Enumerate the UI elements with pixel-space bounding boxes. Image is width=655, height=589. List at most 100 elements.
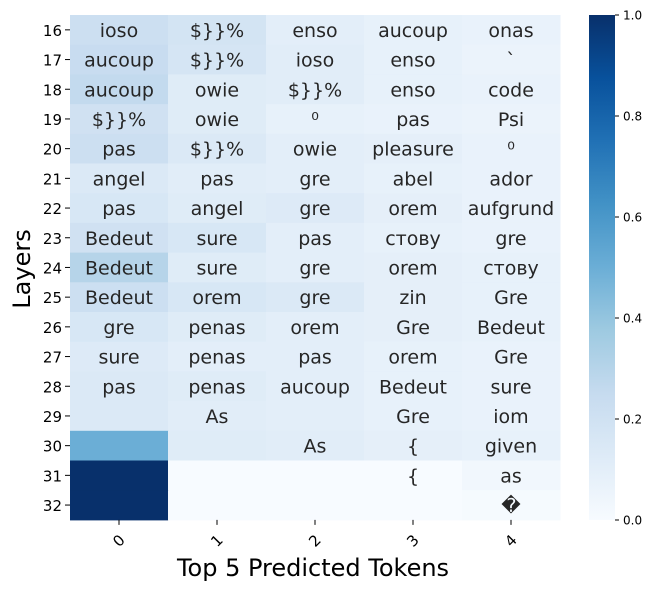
cell-token-label: zin bbox=[399, 287, 426, 309]
heatmap-cell bbox=[266, 44, 365, 75]
cell-token-label: gre bbox=[299, 198, 330, 220]
cell-token-label: Bedeut bbox=[85, 228, 153, 250]
heatmap-cell bbox=[266, 163, 365, 194]
y-tick-label: 24 bbox=[43, 259, 62, 277]
heatmap-cell-labels: ioso $}}% enso aucoup onas aucoup $}}% ioso enso… bbox=[84, 20, 554, 517]
heatmap-cell bbox=[168, 163, 267, 194]
cell-token-label: angel bbox=[93, 168, 146, 190]
heatmap-cell bbox=[266, 282, 365, 313]
heatmap-cell bbox=[364, 193, 463, 224]
heatmap-cell bbox=[266, 252, 365, 283]
cell-token-label: orem bbox=[388, 257, 437, 279]
cell-token-label: стову bbox=[483, 257, 539, 279]
heatmap-cell bbox=[462, 460, 561, 491]
heatmap-cell bbox=[462, 163, 561, 194]
heatmap-cell bbox=[462, 193, 561, 224]
heatmap-cell bbox=[266, 312, 365, 343]
cell-token-label: gre bbox=[495, 228, 526, 250]
y-tick-label: 28 bbox=[43, 378, 62, 396]
cell-token-label: � bbox=[501, 494, 521, 517]
cell-token-label: Psi bbox=[498, 109, 524, 131]
heatmap-cell bbox=[266, 15, 365, 46]
cell-token-label: Bedeut bbox=[85, 257, 153, 279]
y-tick-label: 18 bbox=[43, 81, 62, 99]
cell-token-label: Gre bbox=[396, 317, 430, 339]
cell-token-label: angel bbox=[191, 198, 244, 220]
x-tick-label: 0 bbox=[109, 531, 128, 550]
heatmap-cell bbox=[364, 74, 463, 105]
cell-token-label: code bbox=[488, 79, 534, 101]
heatmap-cell bbox=[462, 15, 561, 46]
cell-token-label: As bbox=[304, 436, 327, 458]
heatmap-cell bbox=[364, 341, 463, 372]
heatmap-cell bbox=[168, 222, 267, 254]
x-tick-label: 4 bbox=[501, 531, 520, 550]
heatmap-cell bbox=[266, 104, 365, 135]
y-tick-label: 23 bbox=[43, 230, 62, 248]
cell-token-label: pleasure bbox=[372, 139, 454, 161]
cell-token-label: $}}% bbox=[92, 109, 146, 131]
cell-token-label: aucoup bbox=[84, 79, 154, 101]
cell-token-label: enso bbox=[390, 50, 435, 72]
heatmap-cell bbox=[266, 222, 365, 254]
colorbar-tick-label: 0.4 bbox=[623, 312, 642, 326]
heatmap-cell bbox=[364, 44, 463, 75]
x-tick-label: 1 bbox=[207, 531, 226, 550]
heatmap-cell bbox=[70, 44, 169, 75]
heatmap-cell bbox=[266, 430, 365, 461]
heatmap-cell bbox=[168, 133, 267, 164]
y-tick-label: 17 bbox=[43, 52, 62, 70]
heatmap-cell bbox=[364, 312, 463, 343]
heatmap-cell bbox=[70, 133, 169, 164]
cell-token-label: Gre bbox=[494, 347, 528, 369]
y-tick-label: 19 bbox=[43, 111, 62, 129]
heatmap-cell bbox=[70, 460, 169, 491]
heatmap-cell bbox=[70, 15, 169, 46]
cell-token-label: pas bbox=[298, 228, 332, 250]
cell-token-label: gre bbox=[299, 257, 330, 279]
heatmap-cell bbox=[364, 15, 463, 46]
cell-token-label: owie bbox=[293, 139, 337, 161]
heatmap-cell bbox=[70, 222, 169, 254]
cell-token-label: orem bbox=[388, 198, 437, 220]
heatmap-cell bbox=[266, 371, 365, 402]
cell-token-label: abel bbox=[393, 168, 434, 190]
heatmap-cell bbox=[266, 341, 365, 372]
cell-token-label: enso bbox=[390, 79, 435, 101]
heatmap-cell bbox=[364, 430, 463, 461]
heatmap-cell bbox=[364, 163, 463, 194]
heatmap-cell bbox=[462, 222, 561, 254]
cell-token-label: { bbox=[407, 436, 419, 458]
cell-token-label: gre bbox=[103, 317, 134, 339]
cell-token-label: $}}% bbox=[190, 50, 244, 72]
heatmap-cell bbox=[364, 371, 463, 402]
heatmap-cell bbox=[266, 74, 365, 105]
heatmap-cell bbox=[462, 133, 561, 164]
heatmap-cell bbox=[462, 430, 561, 461]
heatmap-cell bbox=[70, 74, 169, 105]
cell-token-label: aucoup bbox=[280, 376, 350, 398]
heatmap-cell bbox=[462, 74, 561, 105]
heatmap-cell bbox=[462, 401, 561, 432]
cell-token-label: ioso bbox=[296, 50, 334, 72]
cell-token-label: sure bbox=[196, 228, 237, 250]
heatmap-cell bbox=[462, 252, 561, 283]
cell-token-label: Bedeut bbox=[85, 287, 153, 309]
cell-token-label: { bbox=[407, 465, 419, 487]
heatmap-cell bbox=[168, 401, 267, 432]
heatmap-cell bbox=[364, 104, 463, 135]
y-tick-label: 21 bbox=[43, 170, 62, 188]
cell-token-label: pas bbox=[200, 168, 234, 190]
cell-token-label: given bbox=[485, 436, 537, 458]
cell-token-label: iom bbox=[493, 406, 528, 428]
heatmap-cell bbox=[70, 193, 169, 224]
cell-token-label: sure bbox=[196, 257, 237, 279]
heatmap-cell bbox=[70, 163, 169, 194]
heatmap-cell bbox=[462, 44, 561, 75]
y-tick-label: 22 bbox=[43, 200, 62, 218]
cell-token-label: ador bbox=[489, 168, 532, 190]
heatmap-cell bbox=[168, 282, 267, 313]
heatmap-cell bbox=[364, 490, 463, 521]
colorbar bbox=[589, 15, 615, 520]
heatmap-cell bbox=[168, 430, 267, 461]
